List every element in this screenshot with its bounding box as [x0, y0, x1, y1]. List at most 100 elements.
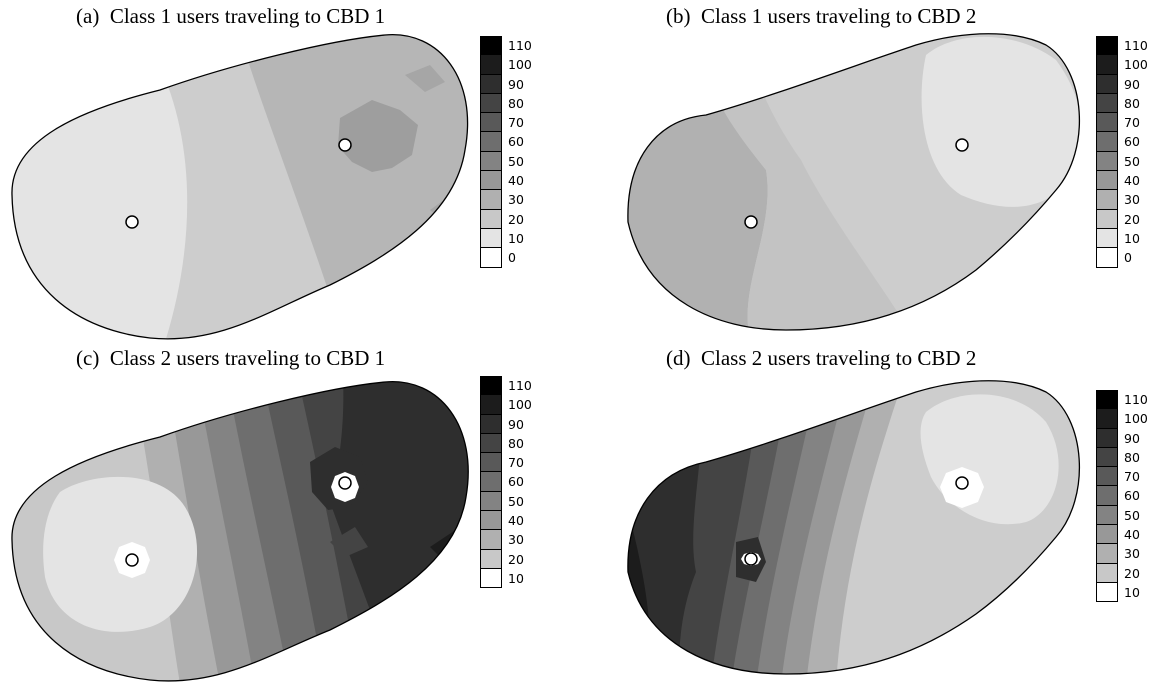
legend-label: 100 [1124, 411, 1148, 427]
legend-swatch [480, 376, 502, 396]
legend-label: 70 [1124, 115, 1140, 131]
legend-swatch [480, 36, 502, 56]
panel-c: (c) Class 2 users traveling to CBD 1 [0, 342, 586, 684]
legend-item: 50 [1096, 505, 1156, 526]
legend-label: 40 [508, 173, 524, 189]
panel-label: (a) [76, 4, 100, 28]
legend-item: 100 [1096, 55, 1156, 75]
legend-label: 10 [1124, 230, 1140, 246]
legend-item: 30 [480, 530, 540, 550]
legend-label: 70 [508, 455, 524, 471]
legend-label: 90 [1124, 76, 1140, 92]
legend-label: 110 [508, 38, 532, 53]
legend-swatch [1096, 409, 1118, 429]
legend-item: 40 [480, 171, 540, 191]
legend-swatch [480, 74, 502, 94]
legend-item: 90 [480, 414, 540, 434]
legend-label: 100 [508, 57, 532, 73]
legend-item: 50 [480, 151, 540, 172]
legend-item: 50 [480, 491, 540, 512]
panel-title-text: Class 1 users traveling to CBD 2 [701, 4, 977, 28]
contour-map [627, 380, 1081, 675]
legend-swatch [1096, 467, 1118, 487]
legend-label: 30 [508, 532, 524, 548]
legend-label: 50 [1124, 153, 1140, 169]
legend-item: 10 [480, 228, 540, 249]
legend-swatch [1096, 93, 1118, 114]
legend-swatch [480, 511, 502, 531]
legend-label: 70 [508, 115, 524, 131]
panel-label: (c) [76, 346, 100, 370]
cbd-2-marker [955, 476, 969, 490]
legend-item: 30 [1096, 544, 1156, 564]
legend-label: 10 [508, 230, 524, 246]
legend-swatch [480, 171, 502, 191]
legend-item: 10 [1096, 582, 1156, 603]
legend-label: 60 [508, 134, 524, 150]
legend-swatch [1096, 390, 1118, 410]
legend-item: 40 [480, 511, 540, 531]
legend-label: 30 [1124, 192, 1140, 208]
legend-label: 90 [508, 76, 524, 92]
legend-swatch [480, 190, 502, 210]
legend-label: 40 [508, 513, 524, 529]
legend-label: 100 [508, 397, 532, 413]
legend-label: 90 [1124, 430, 1140, 446]
legend-item: 60 [1096, 486, 1156, 506]
legend-swatch [1096, 563, 1118, 583]
panel-label: (b) [666, 4, 691, 28]
legend-label: 90 [508, 416, 524, 432]
legend-swatch [1096, 209, 1118, 229]
legend-label: 20 [1124, 211, 1140, 227]
legend-label: 0 [508, 250, 516, 266]
panel-title-text: Class 2 users traveling to CBD 2 [701, 346, 977, 370]
legend-swatch [480, 472, 502, 492]
legend-item: 80 [480, 433, 540, 454]
legend-item: 10 [1096, 228, 1156, 249]
legend-item: 40 [1096, 171, 1156, 191]
legend-item: 0 [1096, 248, 1156, 268]
contour-map [11, 381, 469, 682]
legend-label: 10 [508, 570, 524, 586]
legend-label: 20 [508, 551, 524, 567]
legend-swatch [1096, 55, 1118, 75]
legend-label: 110 [508, 378, 532, 393]
legend-item: 110 [1096, 36, 1156, 56]
legend-label: 60 [1124, 488, 1140, 504]
legend-item: 60 [480, 472, 540, 492]
legend-swatch [1096, 190, 1118, 210]
legend-item: 60 [480, 132, 540, 152]
legend-label: 20 [508, 211, 524, 227]
legend-swatch [1096, 151, 1118, 172]
legend-label: 10 [1124, 584, 1140, 600]
legend-label: 80 [1124, 449, 1140, 465]
legend-swatch [480, 395, 502, 415]
legend-swatch [480, 55, 502, 75]
legend-swatch [480, 549, 502, 569]
legend-label: 70 [1124, 469, 1140, 485]
contour-map [627, 33, 1081, 331]
legend-swatch [480, 209, 502, 229]
legend-item: 30 [1096, 190, 1156, 210]
legend-item: 60 [1096, 132, 1156, 152]
legend-item: 90 [1096, 74, 1156, 94]
cbd-1-marker [125, 215, 139, 229]
legend-item: 90 [480, 74, 540, 94]
legend-item: 30 [480, 190, 540, 210]
legend-item: 20 [480, 209, 540, 229]
legend-swatch [480, 414, 502, 434]
legend-item: 50 [1096, 151, 1156, 172]
panel-title-text: Class 1 users traveling to CBD 1 [109, 4, 386, 28]
legend-swatch [480, 132, 502, 152]
legend-item: 70 [1096, 113, 1156, 133]
legend-item: 70 [1096, 467, 1156, 487]
legend-swatch [1096, 447, 1118, 468]
legend-label: 80 [508, 95, 524, 111]
legend-item: 80 [1096, 447, 1156, 468]
legend-swatch [1096, 486, 1118, 506]
legend-swatch [1096, 582, 1118, 603]
legend-swatch [480, 453, 502, 473]
cbd-1-marker [744, 215, 758, 229]
legend-label: 0 [1124, 250, 1132, 266]
legend-item: 110 [480, 36, 540, 56]
